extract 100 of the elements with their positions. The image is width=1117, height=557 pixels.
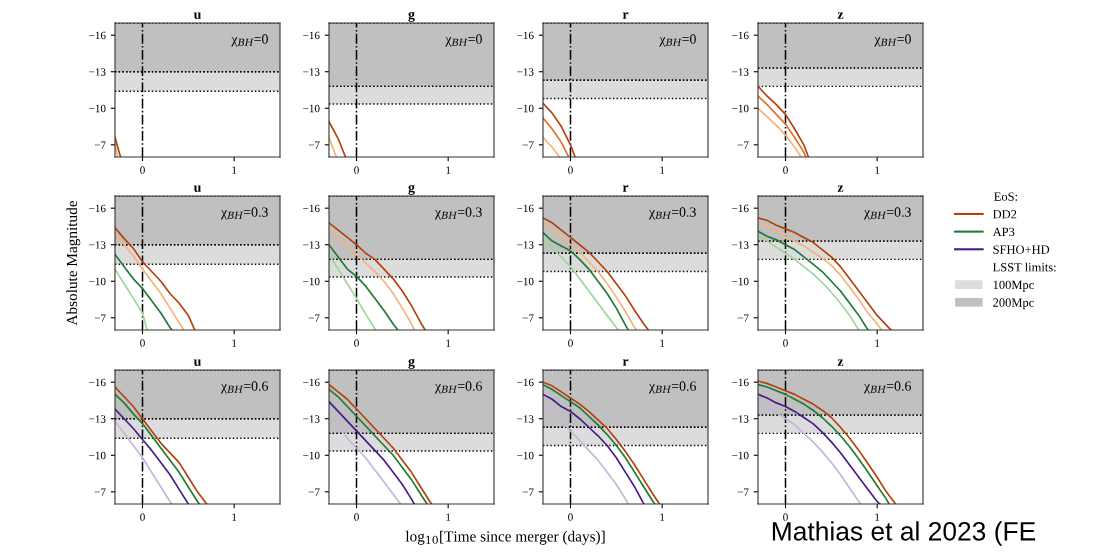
annotation: χ$_{BH}$=0.3	[434, 207, 482, 220]
y-tick-label: −16	[517, 378, 534, 387]
chart-title: u	[193, 12, 201, 19]
y-tick-label: −16	[732, 378, 749, 387]
legend-label: DD2	[992, 210, 1017, 219]
legend-label: SFHO+HD	[993, 245, 1050, 254]
chart-title: z	[837, 185, 844, 192]
chart-title: r	[622, 185, 629, 192]
x-tick-label: 0	[140, 513, 145, 521]
x-tick-label: 1	[660, 166, 665, 174]
chart-title: r	[622, 12, 629, 19]
legend-label: AP3	[992, 227, 1015, 237]
y-tick-label: −16	[303, 204, 320, 213]
chart-title: z	[837, 359, 844, 366]
y-tick-label: −7	[94, 314, 106, 322]
x-tick-label: 0	[783, 513, 788, 521]
y-tick-label: −13	[517, 68, 534, 76]
annotation: χ$_{BH}$=0.6	[434, 381, 482, 394]
y-tick-label: −13	[89, 415, 106, 423]
chart-title: u	[193, 359, 201, 366]
x-tick-label: 1	[446, 513, 451, 521]
y-tick-label: −10	[732, 104, 749, 113]
x-tick-label: 1	[875, 166, 880, 174]
y-tick-label: −16	[732, 204, 749, 213]
x-tick-label: 0	[140, 339, 145, 347]
y-tick-label: −10	[517, 451, 534, 460]
annotation: χ$_{BH}$=0.6	[863, 381, 911, 394]
x-tick-label: 1	[446, 166, 451, 174]
x-tick-label: 1	[232, 166, 237, 174]
y-tick-label: −7	[522, 141, 534, 149]
y-tick-label: −13	[303, 68, 320, 76]
chart-title: g	[408, 358, 415, 369]
chart-title: g	[408, 11, 415, 22]
chart-title: z	[837, 12, 844, 19]
annotation: χ$_{BH}$=0.6	[648, 381, 696, 394]
y-tick-label: −10	[732, 451, 749, 460]
y-tick-label: −10	[732, 277, 749, 286]
chart-title: g	[408, 184, 415, 195]
y-tick-label: −13	[732, 415, 749, 423]
text: LSST limits:	[992, 262, 1056, 272]
y-tick-label: −7	[737, 141, 749, 149]
y-tick-label: −7	[94, 488, 106, 496]
y-tick-label: −10	[303, 277, 320, 286]
y-tick-label: −10	[517, 277, 534, 286]
y-tick-label: −7	[308, 314, 320, 322]
y-tick-label: −16	[732, 31, 749, 40]
y-tick-label: −16	[303, 378, 320, 387]
annotation: χ$_{BH}$=0	[445, 34, 482, 47]
annotation: χ$_{BH}$=0	[659, 34, 696, 47]
y-axis-title: Absolute Magnitude	[66, 200, 81, 326]
y-tick-label: −7	[737, 314, 749, 322]
y-tick-label: −13	[303, 415, 320, 423]
x-tick-label: 1	[232, 513, 237, 521]
annotation: χ$_{BH}$=0.3	[648, 207, 696, 220]
x-tick-label: 0	[568, 513, 573, 521]
y-tick-label: −7	[308, 141, 320, 149]
legend-label: 200Mpc	[993, 298, 1034, 310]
y-tick-label: −13	[732, 241, 749, 249]
x-tick-label: 1	[446, 339, 451, 347]
annotation: χ$_{BH}$=0	[874, 34, 911, 47]
y-tick-label: −7	[308, 488, 320, 496]
text: Mathias et al 2023 (FE	[772, 521, 1036, 546]
annotation: χ$_{BH}$=0.3	[220, 207, 268, 220]
annotation: χ$_{BH}$=0	[231, 34, 268, 47]
y-tick-label: −10	[89, 104, 106, 113]
y-tick-label: −16	[517, 31, 534, 40]
y-tick-label: −7	[737, 488, 749, 496]
y-tick-label: −16	[517, 204, 534, 213]
legend-title: EoS:	[994, 192, 1018, 201]
annotation: χ$_{BH}$=0.6	[220, 381, 268, 394]
x-tick-label: 1	[875, 513, 880, 521]
y-tick-label: −16	[89, 204, 106, 213]
x-tick-label: 0	[783, 166, 788, 174]
y-tick-label: −13	[732, 68, 749, 76]
y-tick-label: −10	[303, 451, 320, 460]
x-tick-label: 0	[354, 513, 359, 521]
x-tick-label: 0	[140, 166, 145, 174]
annotation: χ$_{BH}$=0.3	[863, 207, 911, 220]
chart-title: r	[622, 359, 629, 366]
y-tick-label: −16	[89, 31, 106, 40]
x-axis-title: log$_{10}$[Time since merger (days)]	[405, 530, 605, 545]
x-tick-label: 1	[660, 339, 665, 347]
x-tick-label: 0	[354, 166, 359, 174]
y-tick-label: −7	[522, 488, 534, 496]
legend-label: 100Mpc	[993, 280, 1034, 292]
y-tick-label: −13	[517, 241, 534, 249]
x-tick-label: 0	[354, 339, 359, 347]
y-tick-label: −13	[517, 415, 534, 423]
x-tick-label: 1	[875, 339, 880, 347]
y-tick-label: −7	[94, 141, 106, 149]
x-tick-label: 0	[783, 339, 788, 347]
chart-title: u	[193, 185, 201, 192]
x-tick-label: 0	[568, 339, 573, 347]
x-tick-label: 1	[660, 513, 665, 521]
y-tick-label: −13	[89, 241, 106, 249]
y-tick-label: −7	[522, 314, 534, 322]
y-tick-label: −10	[303, 104, 320, 113]
y-tick-label: −13	[89, 68, 106, 76]
y-tick-label: −13	[303, 241, 320, 249]
y-tick-label: −10	[89, 277, 106, 286]
